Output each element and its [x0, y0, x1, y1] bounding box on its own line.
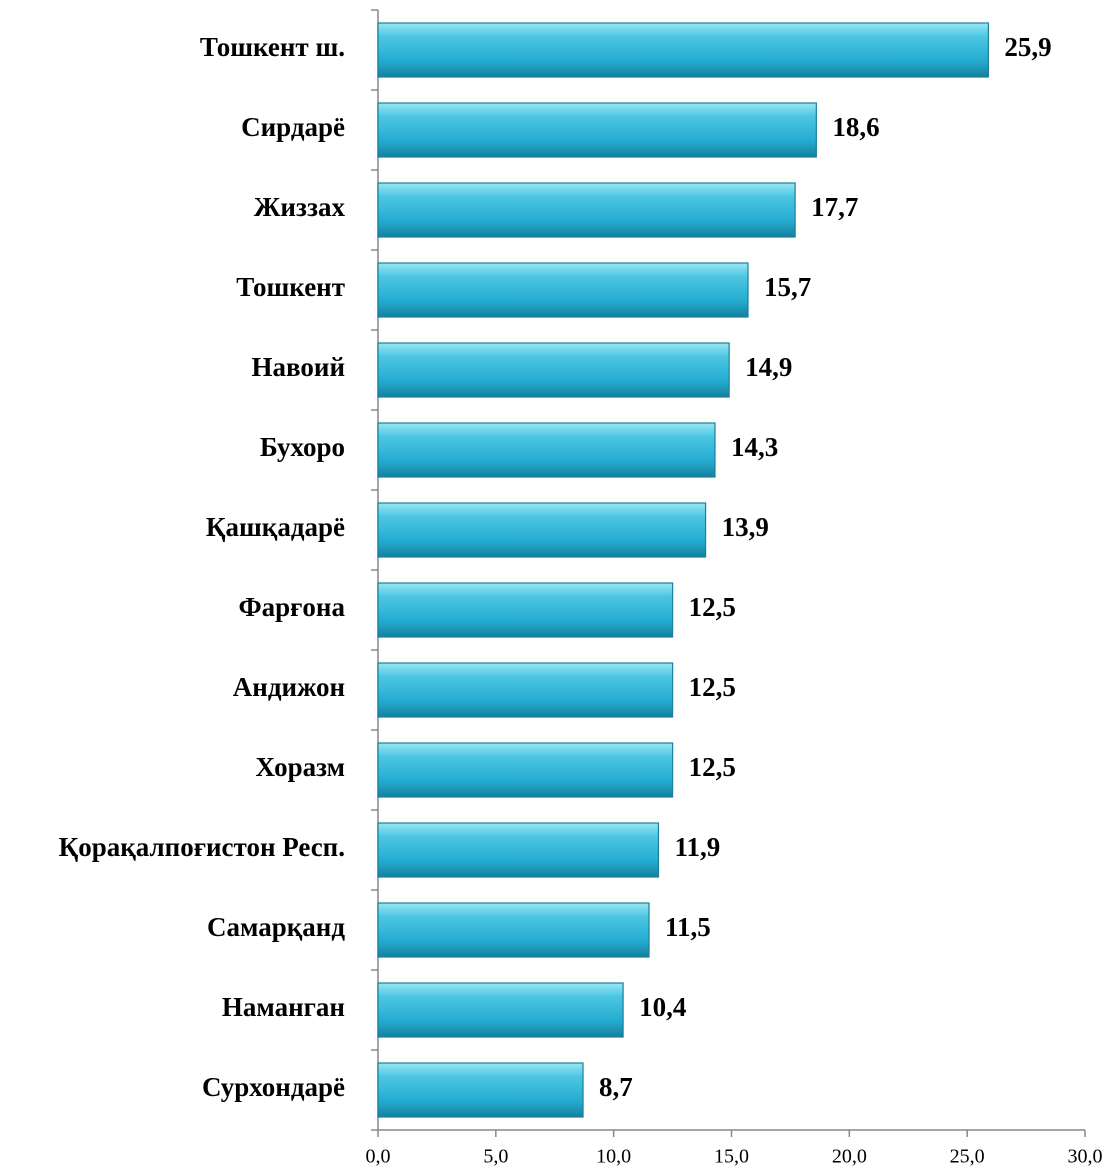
category-label: Сирдарё	[241, 112, 345, 142]
x-tick-label: 25,0	[950, 1146, 985, 1168]
x-tick-label: 5,0	[483, 1146, 508, 1168]
x-tick-label: 15,0	[714, 1146, 749, 1168]
value-label: 15,7	[764, 272, 811, 302]
value-label: 14,9	[745, 352, 792, 382]
value-label: 17,7	[811, 192, 858, 222]
category-label: Қорақалпоғистон Респ.	[59, 832, 345, 862]
category-label: Сурхондарё	[202, 1072, 345, 1102]
value-label: 14,3	[731, 432, 778, 462]
bar	[377, 342, 730, 398]
value-label: 11,9	[674, 832, 720, 862]
category-label: Андижон	[233, 672, 345, 702]
value-label: 12,5	[689, 592, 736, 622]
x-tick-label: 20,0	[832, 1146, 867, 1168]
category-label: Самарқанд	[207, 912, 345, 942]
value-label: 12,5	[689, 752, 736, 782]
value-label: 25,9	[1004, 32, 1051, 62]
category-label: Қашқадарё	[206, 512, 345, 542]
value-label: 10,4	[639, 992, 686, 1022]
value-label: 13,9	[722, 512, 769, 542]
x-tick-label: 0,0	[366, 1146, 391, 1168]
value-label: 18,6	[832, 112, 879, 142]
bar	[377, 102, 817, 158]
category-label: Навоий	[251, 352, 345, 382]
bar	[377, 422, 716, 478]
category-label: Жиззах	[254, 192, 346, 222]
x-tick-label: 30,0	[1068, 1146, 1103, 1168]
bar	[377, 182, 796, 238]
bar	[377, 902, 650, 958]
category-label: Тошкент	[236, 272, 345, 302]
bar	[377, 742, 674, 798]
x-tick-label: 10,0	[596, 1146, 631, 1168]
category-label: Бухоро	[260, 432, 345, 462]
bar	[377, 582, 674, 638]
category-label: Наманган	[222, 992, 345, 1022]
category-label: Хоразм	[255, 752, 345, 782]
bar	[377, 982, 624, 1038]
bar	[377, 22, 989, 78]
bar	[377, 662, 674, 718]
value-label: 11,5	[665, 912, 711, 942]
value-label: 8,7	[599, 1072, 633, 1102]
bar	[377, 822, 660, 878]
bar	[377, 1062, 584, 1118]
value-label: 12,5	[689, 672, 736, 702]
category-label: Тошкент ш.	[200, 32, 345, 62]
category-label: Фарғона	[238, 592, 345, 622]
bar	[377, 502, 707, 558]
bar	[377, 262, 749, 318]
